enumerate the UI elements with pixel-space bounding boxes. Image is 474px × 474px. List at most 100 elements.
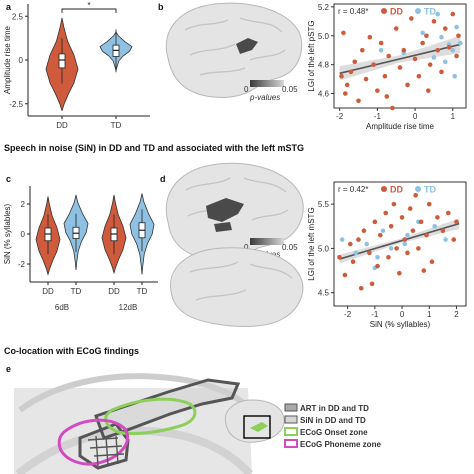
- legend-art: ART in DD and TD: [300, 404, 369, 413]
- y-tick-label: 4.5: [318, 289, 330, 298]
- y-axis-label: SiN (% syllables): [3, 203, 12, 264]
- y-tick-label: 0: [19, 56, 24, 65]
- violin-plot-a: 2.5 0 -2.5 Amplitude rise time DD TD *: [3, 1, 150, 130]
- panel-label-b: b: [158, 2, 164, 12]
- x-axis-label: Amplitude rise time: [366, 122, 435, 131]
- data-point-dd: [399, 215, 405, 220]
- legend-dd-marker: [381, 186, 387, 192]
- scatter-plot-pstg: -2 -1 0 1 5.2 5.0 4.8 4.6 Amplitude rise time LGI…: [307, 3, 467, 131]
- region-pstg-highlight: [236, 38, 258, 54]
- data-point-dd: [435, 47, 441, 53]
- data-point-td: [431, 55, 437, 60]
- data-point-dd: [427, 62, 433, 67]
- legend-onset: ECoG Onset zone: [300, 428, 368, 437]
- data-point-dd: [375, 263, 380, 269]
- panel-label-d: d: [160, 174, 166, 184]
- data-point-dd: [386, 254, 391, 260]
- brain-render-d-lateral: [170, 247, 304, 327]
- data-point-dd: [421, 268, 427, 273]
- data-point-dd: [450, 11, 456, 17]
- data-point-td: [375, 254, 380, 260]
- y-tick-label: -2.5: [9, 100, 23, 109]
- data-point-dd: [405, 250, 410, 256]
- x-tick-label: DD: [108, 287, 120, 296]
- y-axis-label: Amplitude rise time: [3, 25, 12, 94]
- data-point-dd: [378, 40, 384, 46]
- data-point-dd: [372, 219, 378, 225]
- y-tick-label: 5.5: [318, 200, 330, 209]
- ecog-zoom-render: [14, 373, 253, 474]
- data-point-dd: [446, 210, 451, 216]
- data-point-dd: [339, 73, 344, 79]
- data-point-td: [378, 47, 384, 53]
- data-point-dd: [416, 246, 421, 251]
- data-point-td: [432, 223, 438, 229]
- data-point-dd: [442, 26, 448, 31]
- ecog-art-outline: [94, 378, 241, 440]
- x-tick-label: 0: [413, 112, 418, 121]
- legend-td-marker: [415, 186, 421, 192]
- data-point-dd: [407, 206, 413, 211]
- plot-frame: [333, 181, 467, 307]
- data-point-dd: [382, 73, 388, 79]
- data-point-dd: [356, 237, 361, 242]
- data-point-dd: [397, 270, 402, 276]
- data-point-dd: [359, 47, 365, 53]
- data-point-dd: [361, 228, 367, 234]
- data-point-dd: [377, 232, 383, 238]
- data-point-td: [420, 30, 425, 36]
- y-tick-label: -2: [18, 260, 26, 269]
- x-tick-label: -2: [336, 112, 344, 121]
- data-point-dd: [456, 33, 461, 39]
- ecog-onset-outline: [104, 397, 197, 436]
- data-point-dd: [375, 88, 380, 93]
- data-point-dd: [348, 69, 354, 75]
- colorbar-max: 0.05: [282, 85, 298, 94]
- zoom-box: [243, 415, 271, 439]
- data-point-dd: [391, 201, 397, 207]
- regression-line: [339, 43, 461, 75]
- data-point-dd: [451, 237, 457, 242]
- plot-frame: [333, 3, 467, 109]
- data-point-td: [452, 73, 457, 79]
- data-point-dd: [425, 88, 431, 93]
- data-point-dd: [446, 45, 452, 50]
- data-point-dd: [410, 228, 416, 234]
- data-point-td: [339, 237, 345, 242]
- panel-label-a: a: [6, 2, 12, 12]
- panel-label-e: e: [6, 364, 11, 374]
- data-point-dd: [394, 246, 399, 251]
- section-heading-ecog: Co-location with ECoG findings: [4, 346, 139, 356]
- scatter-plot-mstg: -2 -1 0 1 2 5.5 5.0 4.5 SiN (% syllables) LGI of …: [307, 181, 467, 329]
- regression-line: [339, 222, 460, 260]
- data-point-dd: [344, 82, 350, 88]
- ecog-thumbnail-brain: [224, 399, 285, 443]
- data-point-dd: [454, 53, 459, 59]
- data-point-td: [388, 246, 394, 251]
- colorbar-b: 0 0.05 p-values: [244, 80, 298, 102]
- data-point-dd: [348, 241, 353, 247]
- data-point-dd: [431, 19, 437, 24]
- data-point-dd: [367, 34, 373, 40]
- data-point-td: [454, 24, 459, 30]
- data-point-td: [405, 232, 410, 238]
- data-point-dd: [343, 91, 348, 96]
- data-point-dd: [435, 215, 440, 220]
- data-point-td: [442, 59, 448, 65]
- data-point-dd: [418, 219, 424, 225]
- x-tick-label: DD: [42, 287, 54, 296]
- data-point-dd: [397, 65, 403, 70]
- data-point-dd: [390, 105, 395, 111]
- y-tick-label: 5.2: [318, 3, 330, 12]
- legend-dd-label: DD: [390, 7, 403, 17]
- x-tick-label: 1: [427, 310, 432, 319]
- data-point-td: [450, 47, 456, 53]
- data-point-dd: [440, 228, 446, 234]
- data-point-td: [443, 237, 448, 242]
- legend-sin: SiN in DD and TD: [300, 416, 366, 425]
- y-tick-label: 5.0: [318, 244, 330, 253]
- x-tick-label: 2: [454, 310, 459, 319]
- ecog-phoneme-outline: [57, 418, 130, 466]
